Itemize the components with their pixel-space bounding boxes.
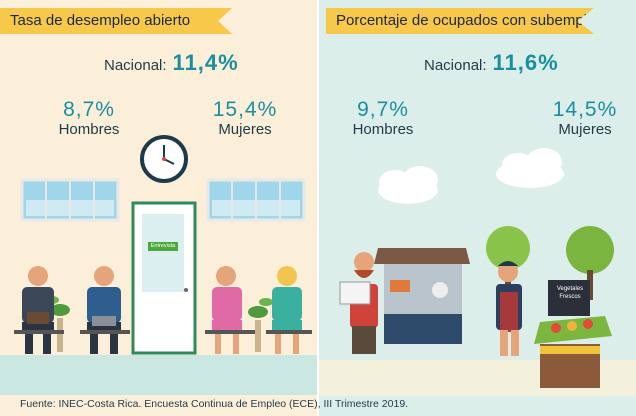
national-label: Nacional:: [104, 57, 167, 74]
women-label: Mujeres: [558, 121, 612, 138]
vegetable-sign: Vegetales Frescos: [556, 286, 584, 300]
women-label: Mujeres: [218, 121, 272, 138]
national-value: 11,4%: [172, 50, 239, 75]
source-note: Fuente: INEC-Costa Rica. Encuesta Contin…: [20, 398, 409, 410]
chairs: [14, 330, 312, 334]
unemployment-title: Tasa de desempleo abierto: [0, 8, 232, 34]
cloud-icon: [496, 148, 564, 188]
interview-door: [131, 201, 197, 355]
door-sign: Entrevista: [150, 243, 176, 249]
office-window-right: [206, 178, 306, 222]
clock-icon: [140, 135, 188, 183]
seated-woman-1: [212, 266, 242, 354]
men-label: Hombres: [352, 121, 414, 138]
women-unemployment-value: 15,4%: [212, 98, 278, 121]
underemployment-national: Nacional: 11,6%: [424, 50, 559, 76]
office-floor: [0, 355, 318, 395]
men-underemployment-value: 9,7%: [357, 98, 409, 121]
office-window-left: [20, 178, 120, 222]
men-unemployment-value: 8,7%: [63, 98, 115, 121]
national-value: 11,6%: [492, 50, 559, 75]
national-label: Nacional:: [424, 57, 487, 74]
vendor-man: [339, 252, 378, 354]
seated-man-1: [22, 266, 54, 354]
underemployment-title: Porcentaje de ocupados con subempleo: [326, 8, 594, 34]
seated-man-2: [87, 266, 121, 354]
vendor-woman: [496, 261, 522, 356]
plant-icon: [248, 298, 273, 352]
seated-woman-2: [272, 266, 302, 354]
unemployment-national: Nacional: 11,4%: [104, 50, 239, 76]
men-label: Hombres: [58, 121, 120, 138]
vegetable-stand: [534, 280, 612, 388]
newspaper-stand: [374, 248, 470, 344]
cloud-icon: [378, 166, 438, 204]
women-underemployment-value: 14,5%: [552, 98, 618, 121]
